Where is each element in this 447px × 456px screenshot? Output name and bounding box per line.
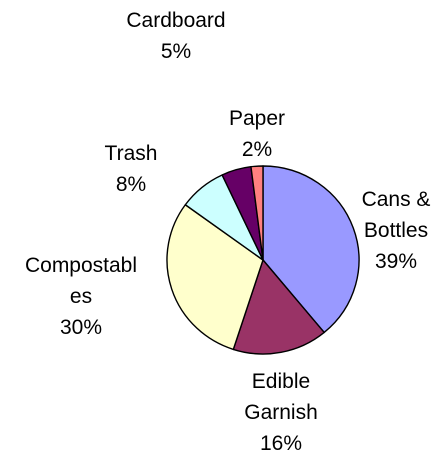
- slice-label-cans-bottles: Cans & Bottles 39%: [362, 188, 431, 273]
- slice-label-paper: Paper 2%: [229, 107, 285, 161]
- slice-category-label: Cans &: [362, 188, 431, 211]
- pie-slice-compostables: [166, 204, 264, 351]
- slice-label-trash: Trash 8%: [105, 142, 158, 196]
- pie-slice-cans-bottles: [262, 165, 360, 334]
- pie-slice-edible-garnish: [232, 259, 325, 355]
- pie-slices: [166, 165, 360, 355]
- slice-label-compostables: Compostabl es 30%: [25, 254, 137, 339]
- slice-percent-label: 16%: [260, 432, 302, 451]
- slice-category-label: Cardboard: [126, 9, 225, 32]
- slice-category-label: Bottles: [364, 219, 428, 242]
- slice-category-label: Edible: [252, 370, 310, 393]
- slice-percent-label: 39%: [375, 250, 417, 273]
- slice-category-label: Compostabl: [25, 254, 137, 277]
- slice-category-label: Trash: [105, 142, 158, 165]
- slice-category-label: Paper: [229, 107, 285, 130]
- slice-percent-label: 30%: [60, 316, 102, 339]
- slice-label-cardboard: Cardboard 5%: [126, 9, 225, 63]
- slice-category-label: es: [70, 285, 92, 308]
- slice-percent-label: 5%: [161, 40, 191, 63]
- slice-category-label: Garnish: [244, 401, 318, 424]
- slice-percent-label: 8%: [116, 173, 146, 196]
- slice-label-edible-garnish: Edible Garnish 16%: [244, 370, 318, 455]
- slice-percent-label: 2%: [242, 138, 272, 161]
- pie-labels: Cans & Bottles 39% Edible Garnish 16% Composta…: [25, 9, 431, 455]
- pie-slice-paper: [250, 165, 264, 261]
